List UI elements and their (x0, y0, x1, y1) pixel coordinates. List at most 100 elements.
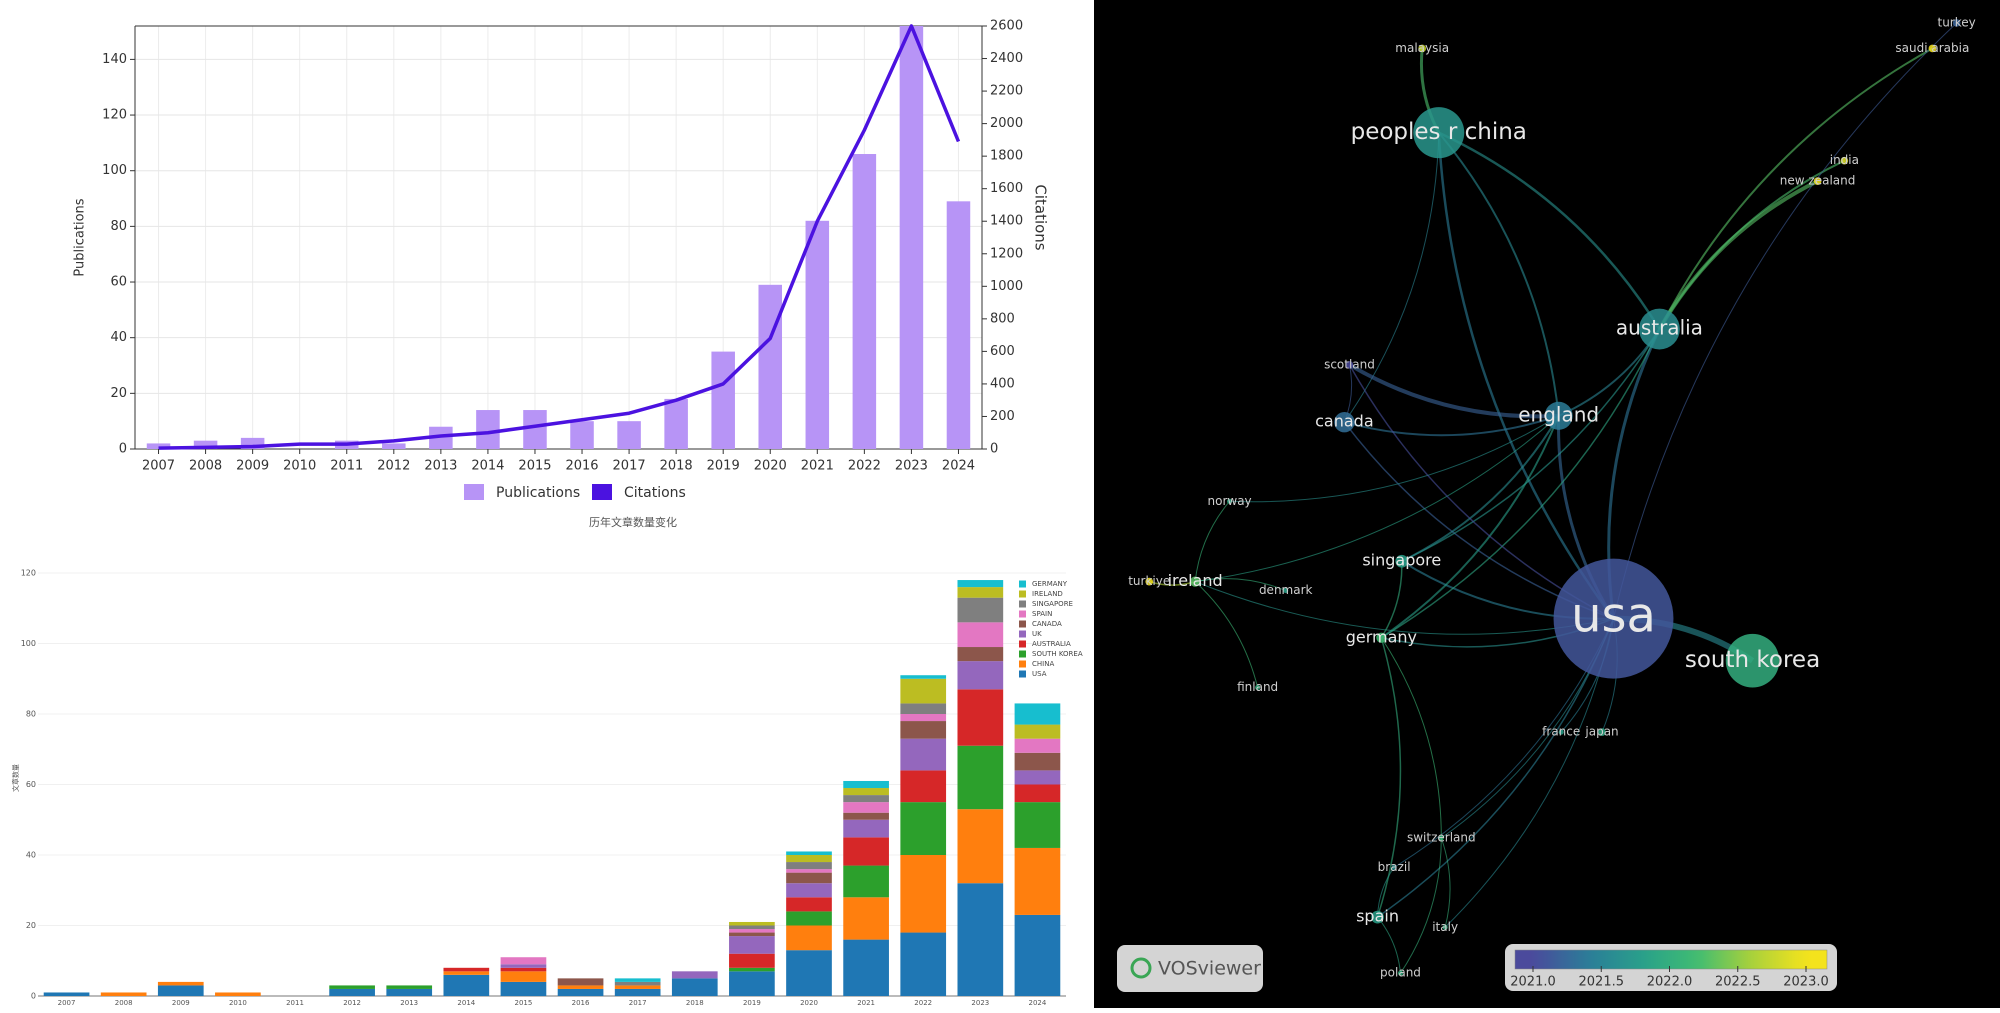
legend-label: SPAIN (1032, 610, 1052, 618)
bar-segment (957, 580, 1004, 588)
bar-segment (671, 971, 718, 979)
y-tick-label: 120 (21, 569, 36, 578)
legend-label: Publications (496, 485, 580, 501)
network-node (1544, 401, 1573, 430)
bar-segment (500, 964, 547, 968)
network-node (1725, 633, 1780, 688)
network-edge (1195, 578, 1286, 592)
network-node (1283, 588, 1289, 594)
bar-segment (786, 897, 832, 912)
network-edge (1438, 131, 1661, 330)
bar-segment (786, 911, 832, 926)
bar-segment (957, 661, 1004, 690)
bar (852, 154, 877, 449)
legend-label: CANADA (1032, 620, 1062, 628)
bar-segment (900, 703, 947, 714)
bar-segment (386, 985, 433, 989)
colorbar-tick-label: 2021.5 (1579, 975, 1625, 990)
y-tick-label: 80 (26, 710, 36, 719)
bar-segment (957, 883, 1004, 996)
x-tick-label: 2010 (229, 999, 247, 1007)
y2-tick-label: 200 (990, 409, 1015, 424)
node-label: scotland (1324, 357, 1375, 371)
x-tick-label: 2015 (518, 459, 551, 474)
network-node (1418, 44, 1427, 53)
x-tick-label: 2008 (189, 459, 222, 474)
network-node (1391, 864, 1397, 870)
network-edge (1658, 159, 1845, 330)
y-tick-label: 20 (110, 386, 127, 401)
bar-segment (1014, 738, 1061, 753)
brand-box (1117, 945, 1263, 992)
chart-caption: 历年文章数量变化 (589, 515, 677, 529)
x-tick-label: 2017 (613, 459, 646, 474)
colorbar-tick-label: 2023.0 (1783, 975, 1829, 990)
node-label: singapore (1362, 551, 1441, 570)
bar-segment (557, 978, 604, 986)
network-edge (1400, 838, 1442, 974)
y2-tick-label: 1200 (990, 246, 1023, 261)
legend-swatch (1019, 630, 1026, 638)
x-tick-label: 2012 (377, 459, 410, 474)
bar-segment (729, 929, 775, 933)
x-tick-label: 2019 (707, 459, 740, 474)
colorbar (1514, 949, 1828, 970)
y2-tick-label: 2000 (990, 116, 1023, 131)
network-edge (1380, 328, 1661, 639)
y2-tick-label: 1400 (990, 214, 1023, 229)
x-tick-label: 2022 (848, 459, 881, 474)
bar-segment (443, 967, 490, 972)
network-edge (1376, 637, 1402, 918)
network-edge (1380, 637, 1442, 839)
node-label: italy (1432, 920, 1458, 934)
y2-tick-label: 400 (990, 376, 1015, 391)
legend-swatch (464, 484, 484, 500)
bar-segment (786, 872, 832, 884)
brand-name: VOSviewer (1158, 958, 1261, 980)
node-label: switzerland (1407, 831, 1476, 845)
y2-tick-label: 1600 (990, 181, 1023, 196)
y-tick-label: 140 (102, 52, 127, 67)
bar-segment (500, 971, 547, 982)
x-tick-label: 2013 (400, 999, 418, 1007)
bar-segment (1014, 724, 1061, 739)
network-node (1190, 576, 1201, 587)
network-node (1598, 728, 1606, 736)
network-node (1813, 177, 1822, 185)
network-edge (1437, 132, 1615, 620)
legend-swatch (1019, 640, 1026, 648)
network-node (1397, 970, 1404, 976)
y-tick-label: 100 (102, 163, 127, 178)
legend-label: SINGAPORE (1032, 600, 1073, 608)
x-tick-label: 2016 (565, 459, 598, 474)
bar-segment (786, 883, 832, 898)
y-tick-label: 40 (26, 851, 36, 860)
x-tick-label: 2011 (330, 459, 363, 474)
bar-segment (614, 981, 661, 986)
node-label: india (1830, 153, 1859, 167)
bar-segment (614, 988, 661, 996)
bar-segment (729, 921, 775, 926)
bar-segment (957, 622, 1004, 648)
y-tick-label: 120 (102, 108, 127, 123)
x-tick-label: 2019 (743, 999, 761, 1007)
legend-swatch (1019, 620, 1026, 628)
bar-segment (157, 985, 204, 996)
node-label: france (1542, 725, 1580, 739)
y2-tick-label: 2600 (990, 19, 1023, 34)
bar (946, 201, 971, 449)
y-tick-label: 100 (21, 639, 36, 648)
x-tick-label: 2014 (457, 999, 475, 1007)
node-label: poland (1380, 966, 1421, 980)
bar (664, 398, 688, 449)
network-node (1438, 835, 1444, 841)
legend-swatch (1019, 580, 1026, 588)
y-tick-label: 20 (26, 921, 36, 930)
network-node (1558, 729, 1564, 735)
network-edge (1380, 415, 1560, 639)
bar-segment (900, 721, 947, 739)
bar-segment (900, 770, 947, 803)
y-axis-title: Publications (73, 198, 88, 276)
network-edge (1440, 837, 1451, 928)
